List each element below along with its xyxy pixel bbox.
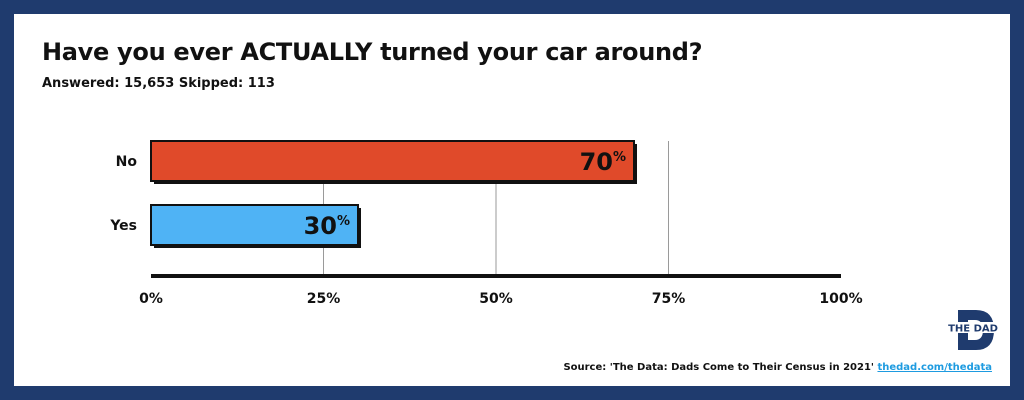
x-tick-label: 50% bbox=[479, 291, 513, 307]
the-dad-logo: THE DAD bbox=[948, 310, 998, 350]
chart-subtitle: Answered: 15,653 Skipped: 113 bbox=[42, 76, 275, 91]
bar-chart: No 70% Yes 30% 0% 25% 50% 75% 100% bbox=[109, 140, 863, 307]
value-label: 70% bbox=[580, 148, 626, 176]
chart-card: Have you ever ACTUALLY turned your car a… bbox=[14, 14, 1010, 386]
value-label: 30% bbox=[304, 212, 350, 240]
category-label: No bbox=[116, 154, 138, 170]
bar-yes bbox=[150, 204, 359, 246]
x-tick-label: 25% bbox=[307, 291, 341, 307]
bar-no bbox=[150, 140, 635, 182]
source-text: Source: 'The Data: Dads Come to Their Ce… bbox=[563, 362, 874, 373]
source-link[interactable]: thedad.com/thedata bbox=[877, 362, 992, 373]
category-label: Yes bbox=[109, 218, 137, 234]
source-note: Source: 'The Data: Dads Come to Their Ce… bbox=[563, 362, 992, 373]
chart-title: Have you ever ACTUALLY turned your car a… bbox=[42, 38, 703, 66]
x-tick-label: 0% bbox=[139, 291, 163, 307]
x-tick-label: 100% bbox=[819, 291, 862, 307]
svg-text:THE DAD: THE DAD bbox=[948, 324, 998, 335]
x-tick-label: 75% bbox=[652, 291, 686, 307]
